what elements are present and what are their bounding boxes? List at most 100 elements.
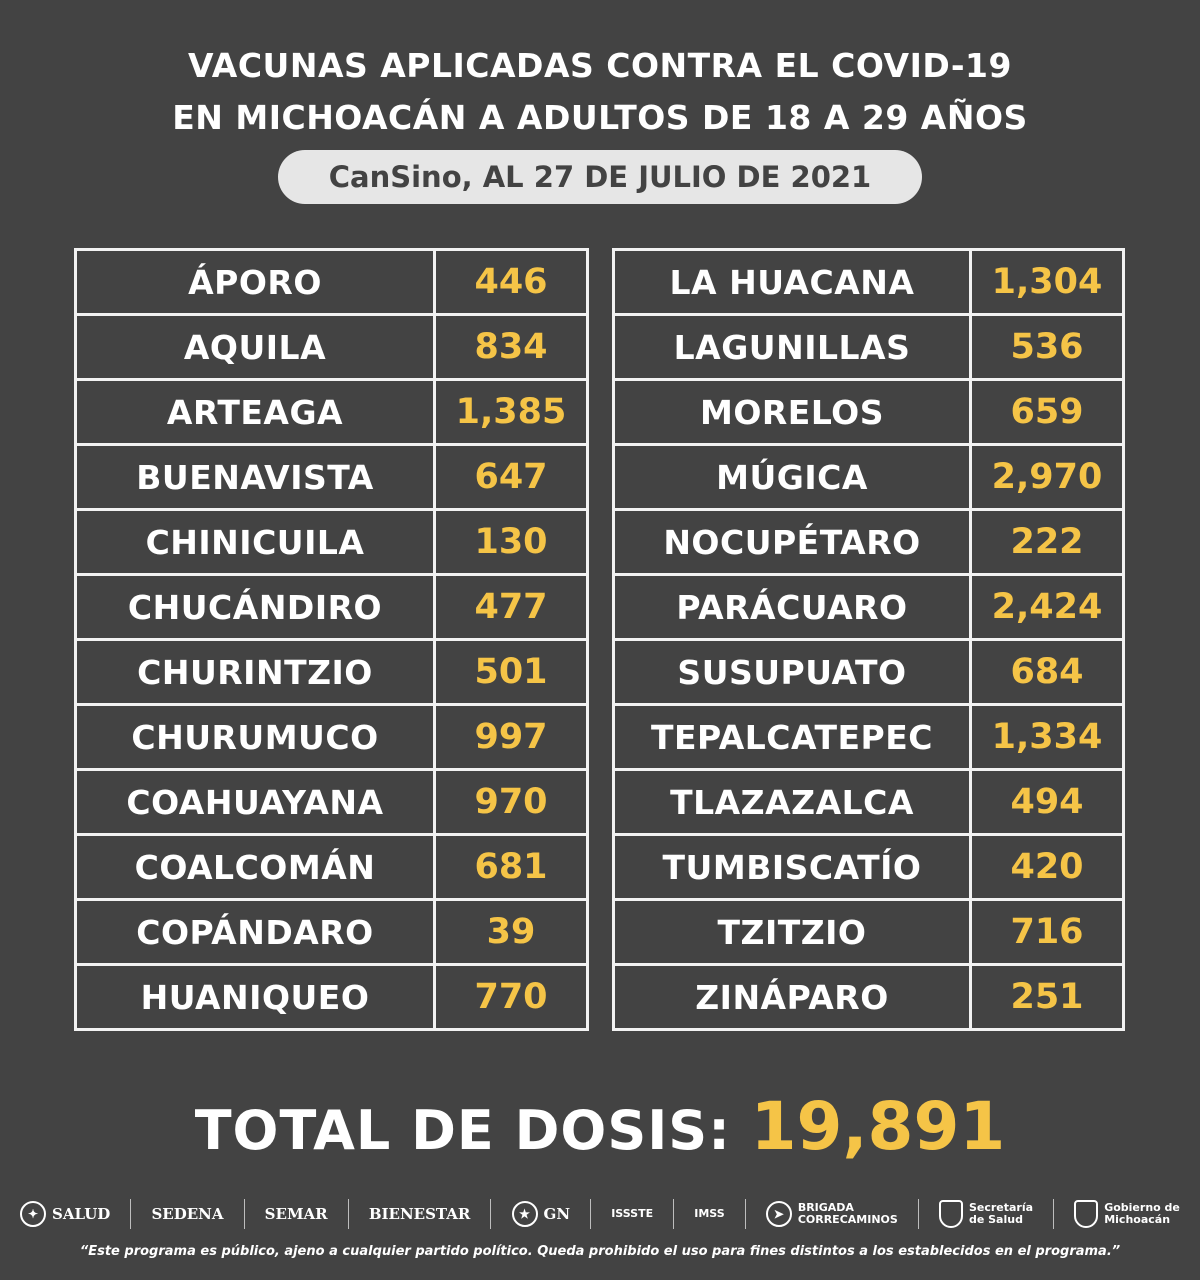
salud-emblem-icon: ✦ xyxy=(20,1201,46,1227)
table-row: TLAZAZALCA 494 xyxy=(612,768,1125,836)
divider xyxy=(744,1199,746,1229)
divider xyxy=(130,1199,132,1229)
dose-count: 130 xyxy=(433,508,589,576)
dose-count: 39 xyxy=(433,898,589,966)
table-row: NOCUPÉTARO 222 xyxy=(612,508,1125,576)
municipality-name: ZINÁPARO xyxy=(612,963,972,1031)
table-row: ZINÁPARO 251 xyxy=(612,963,1125,1031)
municipality-name: CHINICUILA xyxy=(74,508,436,576)
municipality-name: TLAZAZALCA xyxy=(612,768,972,836)
dose-count: 1,385 xyxy=(433,378,589,446)
divider xyxy=(590,1199,592,1229)
municipality-name: PARÁCUARO xyxy=(612,573,972,641)
imss-logo: IMSS xyxy=(694,1207,725,1220)
dose-count: 222 xyxy=(969,508,1125,576)
municipality-name: LAGUNILLAS xyxy=(612,313,972,381)
table-row: HUANIQUEO 770 xyxy=(74,963,589,1031)
municipality-name: NOCUPÉTARO xyxy=(612,508,972,576)
municipality-name: COALCOMÁN xyxy=(74,833,436,901)
dose-count: 2,424 xyxy=(969,573,1125,641)
dose-count: 684 xyxy=(969,638,1125,706)
dose-count: 770 xyxy=(433,963,589,1031)
table-row: CHURINTZIO 501 xyxy=(74,638,589,706)
municipality-name: TUMBISCATÍO xyxy=(612,833,972,901)
municipality-name: SUSUPUATO xyxy=(612,638,972,706)
gobierno-michoacan-logo: Gobierno de Michoacán xyxy=(1074,1200,1180,1228)
table-row: SUSUPUATO 684 xyxy=(612,638,1125,706)
dose-count: 997 xyxy=(433,703,589,771)
dose-count: 659 xyxy=(969,378,1125,446)
table-row: MORELOS 659 xyxy=(612,378,1125,446)
title-line-1-b: CONTRA EL COVID-19 xyxy=(606,46,1012,85)
divider xyxy=(347,1199,349,1229)
table-row: ARTEAGA 1,385 xyxy=(74,378,589,446)
total-label: TOTAL DE DOSIS: xyxy=(194,1099,751,1162)
sedena-logo: SEDENA xyxy=(151,1205,224,1223)
municipality-name: CHURUMUCO xyxy=(74,703,436,771)
roadrunner-icon: ➤ xyxy=(765,1201,792,1227)
municipality-name: ÁPORO xyxy=(74,248,436,316)
table-row: BUENAVISTA 647 xyxy=(74,443,589,511)
municipality-name: MÚGICA xyxy=(612,443,972,511)
issste-logo: ISSSTE xyxy=(611,1207,654,1220)
table-row: TZITZIO 716 xyxy=(612,898,1125,966)
dose-count: 420 xyxy=(969,833,1125,901)
page-title: VACUNAS APLICADAS CONTRA EL COVID-19 EN … xyxy=(0,40,1200,144)
brigada-correcaminos-logo: ➤ BRIGADA CORRECAMINOS xyxy=(765,1201,898,1227)
municipality-name: HUANIQUEO xyxy=(74,963,436,1031)
title-line-1-a: VACUNAS APLICADAS xyxy=(188,46,607,85)
subtitle-badge: CanSino, AL 27 DE JULIO DE 2021 xyxy=(278,150,922,204)
municipality-name: CHURINTZIO xyxy=(74,638,436,706)
shield-icon xyxy=(938,1200,963,1228)
municipality-name: AQUILA xyxy=(74,313,436,381)
total-doses: TOTAL DE DOSIS: 19,891 xyxy=(0,1088,1200,1165)
salud-logo: ✦ SALUD xyxy=(20,1201,110,1227)
municipality-name: ARTEAGA xyxy=(74,378,436,446)
table-row: PARÁCUARO 2,424 xyxy=(612,573,1125,641)
municipality-name: CHUCÁNDIRO xyxy=(74,573,436,641)
divider xyxy=(1053,1199,1055,1229)
dose-count: 970 xyxy=(433,768,589,836)
divider xyxy=(490,1199,492,1229)
municipality-table-right: LA HUACANA 1,304 LAGUNILLAS 536 MORELOS 659 MÚ… xyxy=(612,248,1125,1031)
divider xyxy=(917,1199,919,1229)
dose-count: 647 xyxy=(433,443,589,511)
dose-count: 501 xyxy=(433,638,589,706)
title-line-2: EN MICHOACÁN A ADULTOS DE 18 A 29 AÑOS xyxy=(172,98,1028,137)
dose-count: 834 xyxy=(433,313,589,381)
dose-count: 2,970 xyxy=(969,443,1125,511)
dose-count: 446 xyxy=(433,248,589,316)
table-row: LA HUACANA 1,304 xyxy=(612,248,1125,316)
dose-count: 494 xyxy=(969,768,1125,836)
dose-count: 477 xyxy=(433,573,589,641)
subtitle-text: CanSino, AL 27 DE JULIO DE 2021 xyxy=(328,160,872,194)
table-row: COALCOMÁN 681 xyxy=(74,833,589,901)
semar-logo: SEMAR xyxy=(264,1205,328,1223)
logo-strip: ✦ SALUD SEDENA SEMAR BIENESTAR ★ GN ISSSTE… xyxy=(20,1192,1180,1236)
disclaimer: “Este programa es público, ajeno a cualq… xyxy=(79,1244,1121,1259)
municipality-name: MORELOS xyxy=(612,378,972,446)
table-row: CHINICUILA 130 xyxy=(74,508,589,576)
table-row: COAHUAYANA 970 xyxy=(74,768,589,836)
municipality-name: COPÁNDARO xyxy=(74,898,436,966)
gn-emblem-icon: ★ xyxy=(511,1201,538,1227)
table-row: MÚGICA 2,970 xyxy=(612,443,1125,511)
table-row: COPÁNDARO 39 xyxy=(74,898,589,966)
table-row: LAGUNILLAS 536 xyxy=(612,313,1125,381)
divider xyxy=(243,1199,245,1229)
shield-icon xyxy=(1074,1200,1099,1228)
divider xyxy=(673,1199,675,1229)
municipality-name: TEPALCATEPEC xyxy=(612,703,972,771)
municipality-name: COAHUAYANA xyxy=(74,768,436,836)
table-row: ÁPORO 446 xyxy=(74,248,589,316)
dose-count: 1,304 xyxy=(969,248,1125,316)
table-row: AQUILA 834 xyxy=(74,313,589,381)
dose-count: 251 xyxy=(969,963,1125,1031)
table-row: TUMBISCATÍO 420 xyxy=(612,833,1125,901)
municipality-name: LA HUACANA xyxy=(612,248,972,316)
dose-count: 681 xyxy=(433,833,589,901)
title-line-1: VACUNAS APLICADAS CONTRA EL COVID-19 xyxy=(0,40,1200,92)
bienestar-logo: BIENESTAR xyxy=(368,1205,471,1223)
table-row: TEPALCATEPEC 1,334 xyxy=(612,703,1125,771)
secretaria-salud-logo: Secretaría de Salud xyxy=(938,1200,1033,1228)
